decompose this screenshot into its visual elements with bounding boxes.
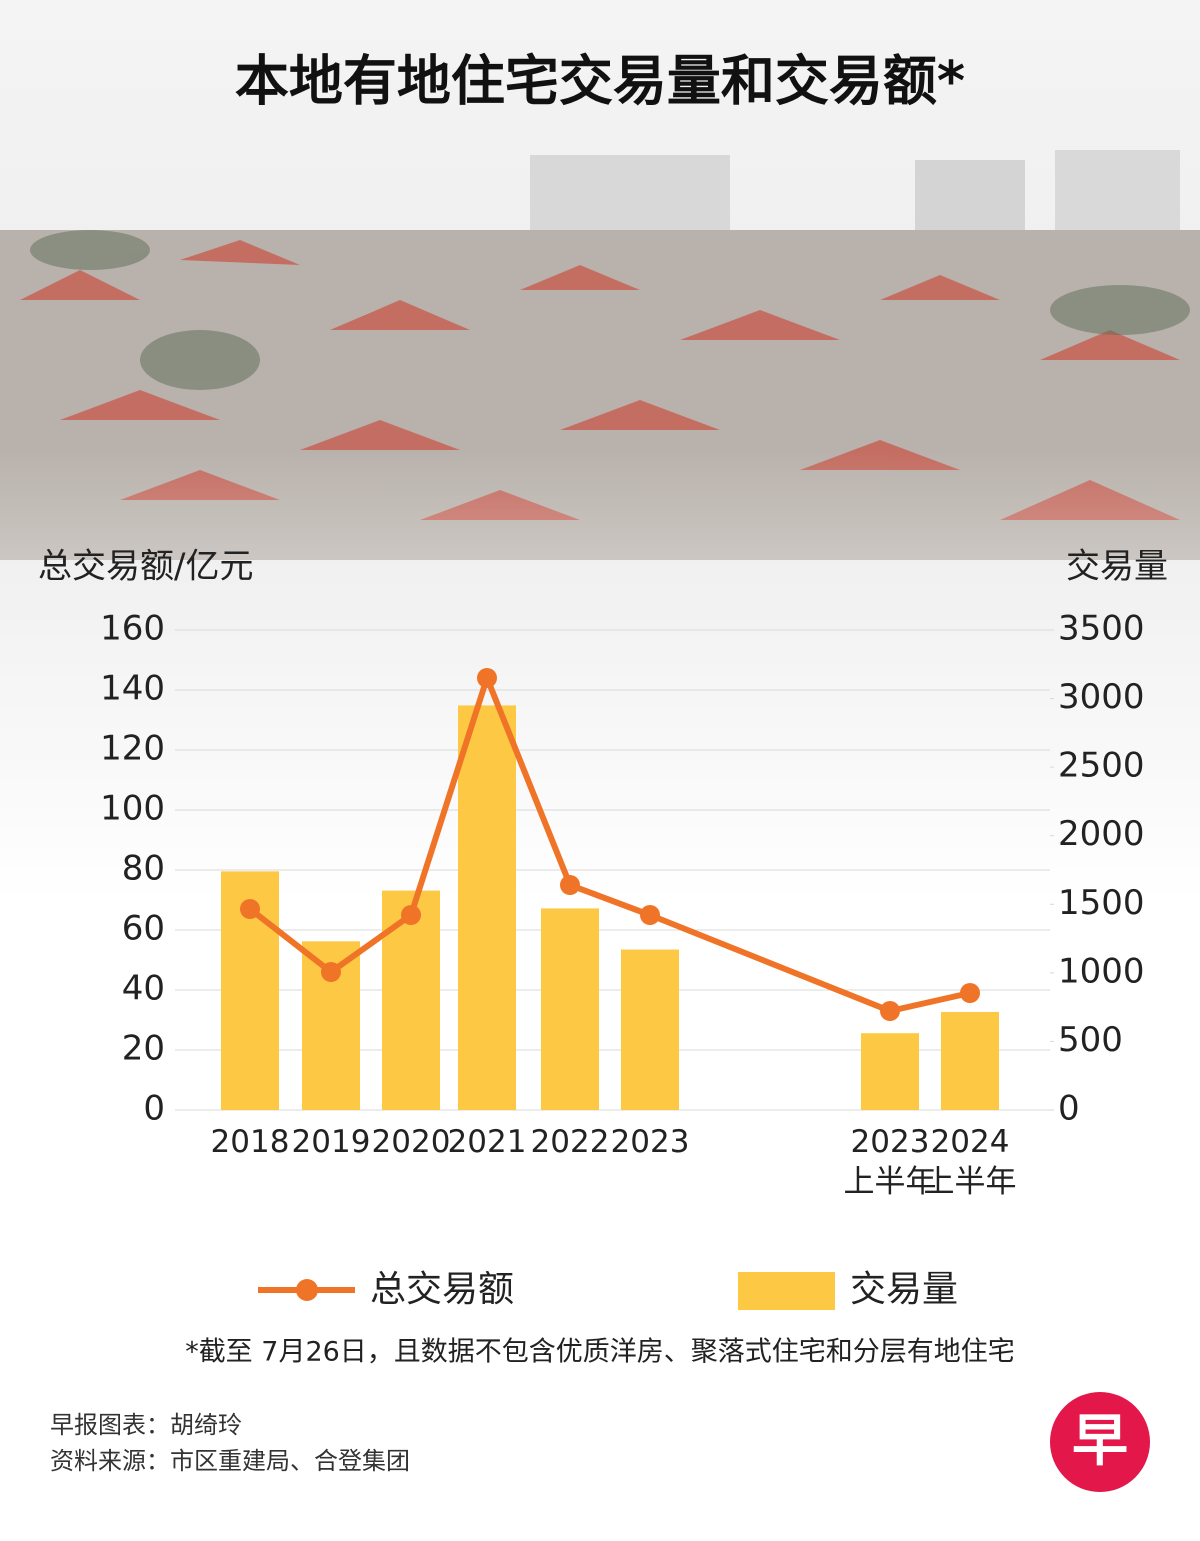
y-axis-label: 总交易额/亿元 [38,547,253,587]
legend-label: 总交易额 [370,1269,514,1310]
y2-tick-label: 1500 [1058,883,1145,923]
legend-dot [296,1279,318,1301]
source: 资料来源：市区重建局、合登集团 [50,1447,410,1475]
x-tick-label: 2023 上半年 [843,1124,937,1200]
legend-label: 交易量 [850,1269,958,1310]
line-point [560,875,580,895]
x-tick-label: 2020 [371,1124,451,1160]
logo-circle [1050,1392,1150,1492]
line-point [401,905,421,925]
y-tick-label: 140 [100,669,165,709]
y-tick-label: 0 [143,1089,165,1129]
legend-swatch [738,1272,835,1310]
y-tick-label: 160 [100,609,165,649]
x-tick-label: 2023 [610,1124,690,1160]
bar [621,949,679,1110]
logo: 早 [1072,1409,1128,1474]
y-tick-label: 120 [100,729,165,769]
line-point [477,668,497,688]
y-tick-label: 20 [122,1029,165,1069]
y2-tick-label: 3000 [1058,677,1145,717]
y-tick-label: 100 [100,789,165,829]
x-tick-label: 2022 [530,1124,610,1160]
footnote: *截至 7月26日，且数据不包含优质洋房、聚落式住宅和分层有地住宅 [185,1337,1015,1368]
x-tick-label: 2018 [210,1124,290,1160]
x-tick-label: 2019 [291,1124,371,1160]
bar [941,1011,999,1110]
y-tick-label: 60 [122,909,165,949]
y2-tick-label: 0 [1058,1089,1080,1129]
x-tick-label: 2024 上半年 [923,1124,1017,1200]
y2-axis-label: 交易量 [1066,547,1168,587]
x-tick-label: 2021 [447,1124,527,1160]
y2-tick-label: 2500 [1058,746,1145,786]
bar [861,1033,919,1110]
line-point [880,1001,900,1021]
credit: 早报图表：胡绮玲 [50,1411,242,1439]
y2-tick-label: 500 [1058,1020,1123,1060]
line-point [960,983,980,1003]
chart-title: 本地有地住宅交易量和交易额* [235,50,965,113]
y2-tick-label: 1000 [1058,951,1145,991]
y-tick-label: 80 [122,849,165,889]
line-point [321,962,341,982]
y2-tick-label: 3500 [1058,609,1145,649]
line-point [240,899,260,919]
bar [541,908,599,1110]
y-tick-label: 40 [122,969,165,1009]
line-point [640,905,660,925]
y2-tick-label: 2000 [1058,814,1145,854]
background-photo [0,0,1200,900]
line [248,675,971,1014]
bar [458,705,516,1110]
